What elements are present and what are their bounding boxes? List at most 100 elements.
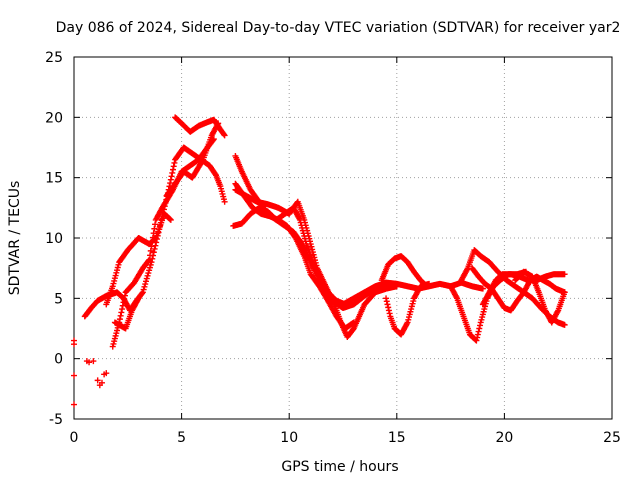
data-point [117,312,124,319]
data-point [142,281,149,288]
series-arc-i [230,204,390,311]
x-tick-label: 20 [495,430,513,446]
data-point [475,328,482,335]
y-tick-label: 0 [54,352,63,368]
y-tick-label: 20 [45,110,63,126]
y-tick-label: 5 [54,291,63,307]
series-arc-l [378,253,430,290]
data-point [383,298,390,305]
x-tick-label: 0 [70,430,79,446]
data-point [139,289,146,296]
data-point [120,299,127,306]
data-point [386,310,393,317]
data-point [169,166,176,173]
data-point [473,337,480,344]
y-tick-label: 25 [45,50,63,66]
data-point [385,304,392,311]
data-point [118,309,125,316]
data-point [143,275,150,282]
y-tick-label: 15 [45,171,63,187]
series-arc-f [163,120,222,199]
data-point [426,280,433,287]
data-point [94,377,101,384]
y-tick-label: -5 [49,412,63,428]
data-point [220,131,227,138]
data-point [170,163,177,170]
data-point [151,245,158,252]
data-point [139,290,146,297]
data-point [383,295,390,302]
data-point [121,296,128,303]
data-point [119,306,126,313]
data-point [141,283,148,290]
data-point [98,379,105,386]
data-point [90,358,97,365]
data-point [147,247,154,254]
series-arc-k [340,279,486,308]
data-point [476,325,483,332]
series-arc-s [71,337,110,408]
data-point [147,252,154,259]
data-point [477,322,484,329]
data-point [71,401,77,408]
data-point [152,221,159,228]
series-arc-a [81,144,228,320]
series-arc-r [512,268,568,326]
data-point [169,169,176,176]
data-point [149,255,156,262]
data-point [150,249,157,256]
data-point [167,216,174,223]
x-tick-label: 10 [280,430,298,446]
data-points [71,114,568,408]
data-point [71,372,77,379]
data-point [171,159,178,166]
data-point [145,257,152,264]
data-point [561,271,568,278]
data-point [146,267,153,274]
tick-labels: 0 5 10 15 20 25 -5 0 5 10 15 20 25 [45,50,621,446]
data-point [221,198,228,205]
data-point [140,286,147,293]
y-tick-label: 10 [45,231,63,247]
data-point [168,173,175,180]
x-tick-label: 5 [177,430,186,446]
y-axis-label: SDTVAR / TECUs [7,181,23,296]
data-point [199,157,206,164]
data-point [146,256,153,263]
series-arc-j [232,186,400,340]
data-point [152,242,159,249]
data-point [116,316,123,323]
series-arc-c [103,210,174,308]
data-point [144,272,151,279]
data-point [474,331,481,338]
data-point [215,120,222,127]
data-point [121,292,128,299]
data-point [479,285,486,292]
data-point [474,334,481,341]
series-arc-m [383,280,433,338]
data-point [145,270,152,277]
x-axis-label: GPS time / hours [281,459,398,475]
data-point [561,321,568,328]
data-point [167,180,174,187]
chart-title: Day 086 of 2024, Sidereal Day-to-day VTE… [56,20,621,36]
data-point [86,359,93,366]
data-point [135,295,142,302]
data-point [167,176,174,183]
data-point [385,307,392,314]
x-tick-label: 15 [388,430,406,446]
data-point [119,302,126,309]
series-arc-e [172,114,228,139]
data-point [384,301,391,308]
data-point [146,264,153,271]
plot-frame [73,56,613,420]
data-point [142,278,149,285]
data-point [103,370,110,377]
data-point [221,132,228,139]
x-tick-label: 25 [603,430,621,446]
data-point [71,341,77,348]
data-point [561,289,568,296]
series-arc-b [109,136,217,350]
series-arc-d [111,295,142,332]
